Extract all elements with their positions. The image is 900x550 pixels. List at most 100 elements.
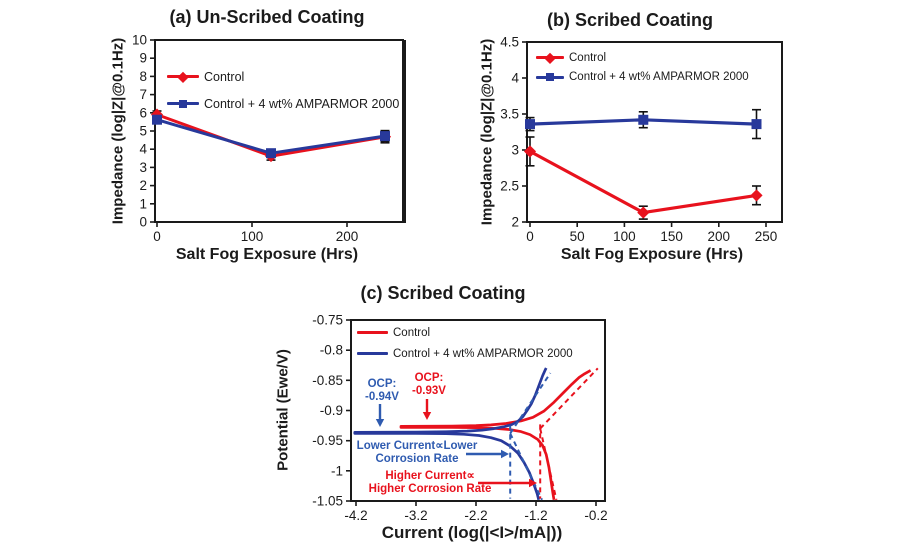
diamond-marker-icon <box>544 52 556 64</box>
x-tick-label: -2.2 <box>464 508 487 523</box>
lower-current-note: Lower Current∝Lower Corrosion Rate <box>357 440 478 466</box>
ocp-note-control-line2: -0.93V <box>412 385 446 397</box>
legend-swatch <box>536 52 564 64</box>
higher-current-note-line1: Higher Current∝ <box>385 470 475 482</box>
legend-swatch <box>357 331 388 334</box>
higher-current-note: Higher Current∝ Higher Corrosion Rate <box>369 470 492 496</box>
y-tick-label: 3 <box>139 160 147 175</box>
y-tick-label: 1 <box>139 196 147 211</box>
y-tick-label: -1.05 <box>312 494 343 509</box>
y-tick-label: 0 <box>139 215 147 230</box>
x-tick-label: 50 <box>570 229 585 244</box>
legend-item-b-1: Control + 4 wt% AMPARMOR 2000 <box>536 68 749 88</box>
square-marker-icon <box>638 114 649 125</box>
amparmor-anodic-tafel <box>509 372 552 434</box>
x-tick-label: 250 <box>755 229 778 244</box>
amparmor-cathodic-tafel <box>509 432 543 501</box>
y-tick-label: -0.85 <box>312 373 343 388</box>
legend-label: Control <box>204 69 245 84</box>
legend-label: Control + 4 wt% AMPARMOR 2000 <box>204 96 400 111</box>
y-tick-label: 6 <box>139 105 147 120</box>
legend-item-a-1: Control + 4 wt% AMPARMOR 2000 <box>167 90 399 117</box>
x-tick-label: 0 <box>526 229 534 244</box>
legend-label: Control + 4 wt% AMPARMOR 2000 <box>393 347 573 360</box>
x-tick-label: 100 <box>613 229 636 244</box>
x-tick-label: 100 <box>241 229 264 244</box>
x-tick-label: 150 <box>660 229 683 244</box>
square-marker-icon <box>179 99 187 108</box>
ocp-note-amparmor: OCP: -0.94V <box>365 378 399 404</box>
x-tick-label: -0.2 <box>584 508 607 523</box>
control-anodic-tafel <box>539 367 599 430</box>
y-tick-label: -0.95 <box>312 433 343 448</box>
plot-border-b <box>526 41 783 223</box>
legend-a: Control Control + 4 wt% AMPARMOR 2000 <box>167 63 399 117</box>
chart-b-ylabel: Impedance (log|Z|@0.1Hz) <box>478 38 496 226</box>
legend-label: Control <box>569 51 607 64</box>
ocp-arrow-amparmor-head <box>375 419 385 427</box>
y-tick-label: 8 <box>139 69 147 84</box>
y-tick-label: 2.5 <box>500 179 519 194</box>
chart-c-xlabel: Current (log(|<I>/mA|)) <box>381 523 563 542</box>
x-tick-label: -1.2 <box>524 508 547 523</box>
legend-item-c-1: Control + 4 wt% AMPARMOR 2000 <box>357 343 573 364</box>
chart-b-title: (b) Scribed Coating <box>547 10 713 30</box>
control-cathodic-tafel <box>539 428 558 501</box>
ocp-arrow-control-head <box>422 412 432 420</box>
legend-swatch <box>536 73 564 82</box>
x-tick-label: -3.2 <box>404 508 427 523</box>
square-marker-icon <box>525 119 535 130</box>
lower-current-note-line2: Corrosion Rate <box>375 453 459 465</box>
diamond-marker-icon <box>177 71 189 82</box>
legend-item-a-0: Control <box>167 63 399 90</box>
y-tick-label: -0.9 <box>320 403 343 418</box>
y-tick-label: 4 <box>139 142 147 157</box>
y-tick-label: -0.8 <box>320 343 343 358</box>
ocp-note-control-line1: OCP: <box>414 372 444 384</box>
x-tick-label: 200 <box>336 229 359 244</box>
ocp-note-amparmor-line1: OCP: <box>367 378 397 390</box>
legend-swatch <box>357 352 388 355</box>
y-tick-label: 9 <box>139 51 147 66</box>
y-tick-label: -1 <box>331 463 343 478</box>
x-tick-label: 0 <box>153 229 161 244</box>
y-tick-label: 4 <box>511 71 519 86</box>
x-tick-label: 200 <box>708 229 731 244</box>
chart-b-xlabel: Salt Fog Exposure (Hrs) <box>560 246 744 263</box>
legend-item-c-0: Control <box>357 322 573 343</box>
square-marker-icon <box>751 119 762 130</box>
higher-current-note-line2: Higher Corrosion Rate <box>368 483 492 495</box>
y-tick-label: 2 <box>139 178 147 193</box>
chart-a-xlabel: Salt Fog Exposure (Hrs) <box>175 246 359 263</box>
ocp-note-control: OCP: -0.93V <box>412 372 446 398</box>
legend-label: Control <box>393 326 431 339</box>
lower-current-note-line1: Lower Current∝Lower <box>356 440 478 452</box>
legend-swatch <box>167 99 199 108</box>
square-marker-icon <box>152 114 162 125</box>
y-tick-label: 7 <box>139 87 147 102</box>
y-tick-label: 3 <box>511 143 519 158</box>
y-tick-label: 5 <box>139 124 147 139</box>
square-marker-icon <box>380 131 390 142</box>
higher-current-arrow-head <box>529 478 537 488</box>
legend-b: Control Control + 4 wt% AMPARMOR 2000 <box>536 48 749 87</box>
legend-item-b-0: Control <box>536 48 749 68</box>
legend-label: Control + 4 wt% AMPARMOR 2000 <box>569 71 749 84</box>
chart-c-ylabel: Potential (Ewe/V) <box>274 349 292 471</box>
chart-c-title: (c) Scribed Coating <box>360 283 526 303</box>
legend-c: Control Control + 4 wt% AMPARMOR 2000 <box>357 322 573 364</box>
y-tick-label: 2 <box>511 215 519 230</box>
x-tick-label: -4.2 <box>344 508 367 523</box>
lower-current-arrow-head <box>501 449 509 459</box>
chart-a-ylabel: Impedance (log|Z|@0.1Hz) <box>109 37 127 225</box>
y-tick-label: 4.5 <box>500 35 519 50</box>
square-marker-icon <box>266 148 276 159</box>
y-tick-label: -0.75 <box>312 313 343 328</box>
y-tick-label: 10 <box>132 33 147 48</box>
series-line-c-1 <box>353 367 548 501</box>
legend-swatch <box>167 71 199 82</box>
